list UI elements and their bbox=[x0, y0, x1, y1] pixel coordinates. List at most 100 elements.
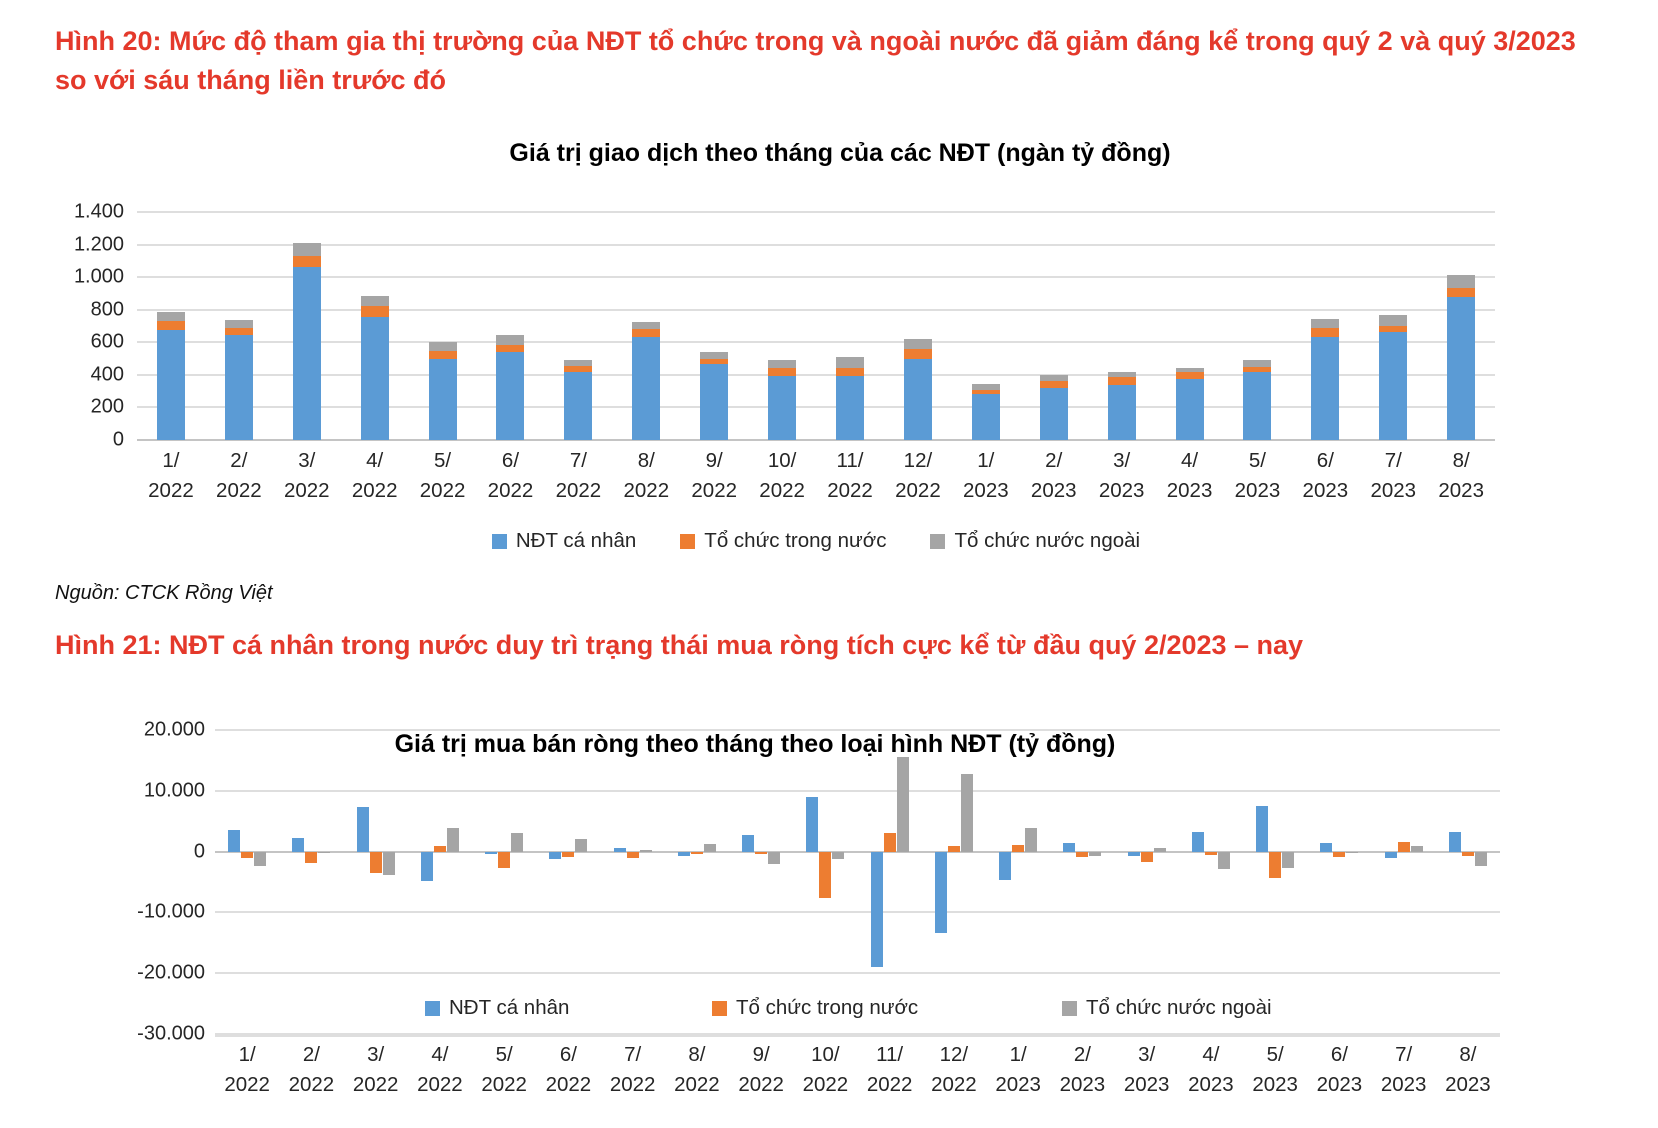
y-tick-label: -10.000 bbox=[137, 900, 205, 923]
bar-segment bbox=[632, 337, 661, 440]
bar-segment bbox=[971, 383, 1000, 390]
bar-2/2022-s2 bbox=[318, 851, 331, 853]
bar-segment bbox=[971, 389, 1000, 395]
x-tick-label: 3/2023 bbox=[1123, 1043, 1170, 1096]
y-tick-label: 600 bbox=[90, 330, 124, 353]
bar-segment bbox=[903, 358, 932, 440]
bar-segment bbox=[156, 330, 185, 440]
bar-6/2022-s1 bbox=[562, 851, 575, 857]
bar-segment bbox=[292, 242, 321, 256]
bar-segment bbox=[632, 329, 661, 338]
bar-segment bbox=[700, 352, 729, 359]
bar-segment bbox=[1107, 371, 1136, 378]
stacked-bar bbox=[768, 360, 797, 440]
bar-segment bbox=[156, 312, 185, 322]
legend-item: Tổ chức trong nước bbox=[712, 996, 918, 1020]
bar-segment bbox=[1107, 377, 1136, 385]
bar-segment bbox=[1379, 314, 1408, 327]
bar-segment bbox=[903, 339, 932, 349]
bar-12/2022-s2 bbox=[960, 773, 973, 852]
stacked-bar bbox=[1379, 314, 1408, 440]
legend-label: Tổ chức trong nước bbox=[736, 996, 919, 1019]
legend-label: NĐT cá nhân bbox=[449, 996, 570, 1019]
figure21-heading: Hình 21: NĐT cá nhân trong nước duy trì … bbox=[55, 630, 1304, 660]
bar-segment bbox=[1175, 367, 1204, 373]
bar-group-6/2022 bbox=[477, 212, 545, 440]
x-tick-label: 5/2022 bbox=[419, 449, 466, 502]
bar-segment bbox=[836, 356, 865, 368]
bar-segment bbox=[1243, 371, 1272, 440]
x-tick-label: 7/2022 bbox=[555, 449, 602, 502]
stacked-bar bbox=[496, 334, 525, 440]
x-tick-label: 1/2022 bbox=[148, 449, 194, 502]
bar-4/2022-s1 bbox=[433, 845, 446, 852]
x-tick-label: 5/2022 bbox=[481, 1043, 527, 1096]
bar-11/2022-s2 bbox=[896, 757, 909, 852]
y-tick-label: -30.000 bbox=[137, 1022, 205, 1045]
bar-segment bbox=[1379, 326, 1408, 332]
bar-segment bbox=[1447, 287, 1476, 297]
bar-2/2022-s0 bbox=[292, 837, 305, 852]
bar-3/2023-s1 bbox=[1140, 851, 1153, 862]
bar-5/2022-s0 bbox=[485, 851, 498, 855]
gridline bbox=[137, 211, 1495, 213]
bar-1/2023-s1 bbox=[1012, 844, 1025, 852]
legend-item: NĐT cá nhân bbox=[425, 996, 569, 1020]
bar-segment bbox=[836, 375, 865, 440]
bar-5/2023-s2 bbox=[1282, 851, 1295, 868]
bar-segment bbox=[971, 394, 1000, 440]
legend-swatch-icon bbox=[1062, 1000, 1077, 1016]
bar-12/2022-s0 bbox=[934, 851, 947, 934]
bar-segment bbox=[564, 371, 593, 440]
x-tick-label: 6/2022 bbox=[545, 1043, 592, 1096]
bar-7/2023-s1 bbox=[1397, 842, 1410, 852]
bar-9/2022-s0 bbox=[742, 834, 755, 852]
bar-8/2023-s0 bbox=[1448, 831, 1461, 852]
stacked-bar bbox=[632, 321, 661, 440]
bar-group-12/2022 bbox=[884, 212, 952, 440]
figure20-plot-area bbox=[137, 211, 1495, 441]
figure21-x-axis-labels: 1/2022 2/2022 3/2022 4/2022 5/2022 6/2022 7/20… bbox=[215, 1040, 1500, 1100]
bar-segment bbox=[428, 351, 457, 359]
bar-group-3/2023 bbox=[1088, 212, 1156, 440]
bar-segment bbox=[428, 342, 457, 352]
x-tick-label: 5/2023 bbox=[1234, 449, 1281, 502]
bar-segment bbox=[1447, 296, 1476, 440]
bar-2/2022-s1 bbox=[305, 851, 318, 864]
stacked-bar bbox=[1175, 367, 1204, 440]
bar-7/2023-s0 bbox=[1384, 851, 1397, 859]
x-tick-label: 12/2022 bbox=[895, 449, 941, 502]
bar-group-2/2022 bbox=[205, 212, 273, 440]
x-tick-label: 2/2022 bbox=[216, 449, 262, 502]
x-tick-label: 3/2023 bbox=[1098, 449, 1145, 502]
x-tick-label: 10/2022 bbox=[759, 449, 805, 502]
bar-9/2022-s2 bbox=[768, 851, 781, 865]
bar-1/2022-s0 bbox=[228, 830, 241, 852]
bar-6/2022-s2 bbox=[575, 839, 588, 852]
legend-item: NĐT cá nhân bbox=[491, 529, 636, 553]
bar-1/2023-s0 bbox=[999, 851, 1012, 881]
stacked-bar bbox=[700, 352, 729, 440]
x-tick-label: 7/2023 bbox=[1370, 449, 1417, 502]
x-tick-label: 1/2022 bbox=[224, 1043, 270, 1096]
x-tick-label: 1/2023 bbox=[995, 1043, 1041, 1096]
bar-group-3/2022 bbox=[273, 212, 341, 440]
bar-segment bbox=[360, 306, 389, 318]
bar-segment bbox=[1311, 337, 1340, 440]
gridline bbox=[137, 341, 1495, 344]
bar-6/2023-s1 bbox=[1333, 851, 1346, 858]
bar-4/2022-s2 bbox=[446, 827, 459, 852]
legend-swatch-icon bbox=[425, 1000, 440, 1016]
x-tick-label: 6/2023 bbox=[1316, 1043, 1363, 1096]
bar-group-7/2022 bbox=[544, 212, 612, 440]
x-tick-label: 2/2023 bbox=[1059, 1043, 1106, 1096]
stacked-bar bbox=[360, 295, 389, 440]
figure20-bars bbox=[137, 212, 1495, 440]
bar-group-7/2023 bbox=[1359, 212, 1427, 440]
bar-group-10/2022 bbox=[748, 212, 816, 440]
bar-segment bbox=[768, 375, 797, 440]
figure20-x-axis-labels: 1/2022 2/2022 3/2022 4/2022 5/2022 6/2022 7/20… bbox=[137, 446, 1495, 506]
bar-segment bbox=[224, 327, 253, 335]
bar-7/2022-s1 bbox=[626, 851, 639, 859]
bar-4/2022-s0 bbox=[420, 851, 433, 881]
